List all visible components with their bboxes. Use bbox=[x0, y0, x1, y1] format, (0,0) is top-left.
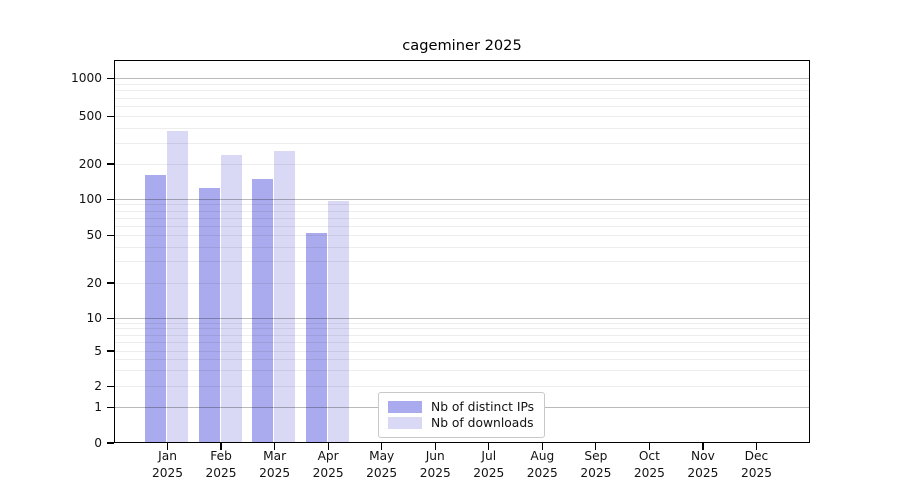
plot-area bbox=[114, 60, 810, 443]
bar-nb-of-distinct-ips-apr-2025 bbox=[305, 233, 327, 443]
y-tick-label-20: 20 bbox=[86, 275, 102, 290]
legend-label-distinct-ips: Nb of distinct IPs bbox=[431, 400, 535, 414]
gridline-3 bbox=[114, 370, 810, 372]
x-tick-mark-dec bbox=[755, 443, 758, 450]
gridline-8 bbox=[114, 328, 810, 330]
x-tick-mark-oct bbox=[648, 443, 651, 450]
bar-nb-of-distinct-ips-mar-2025 bbox=[252, 179, 274, 443]
y-tick-label-1: 1 bbox=[94, 400, 102, 415]
gridline-9 bbox=[114, 322, 810, 324]
y-tick-mark-1000 bbox=[107, 77, 114, 79]
y-tick-mark-0 bbox=[107, 442, 114, 444]
x-tick-label-dec-2025: Dec 2025 bbox=[740, 449, 772, 480]
gridline-800 bbox=[114, 90, 810, 92]
x-tick-label-mar-2025: Mar 2025 bbox=[259, 449, 291, 480]
gridline-20 bbox=[114, 282, 810, 284]
gridline-60 bbox=[114, 225, 810, 227]
y-tick-mark-2 bbox=[107, 385, 114, 388]
y-tick-mark-10 bbox=[107, 317, 114, 319]
y-tick-mark-500 bbox=[107, 116, 114, 118]
legend: Nb of distinct IPs Nb of downloads bbox=[378, 392, 545, 438]
gridline-5 bbox=[114, 350, 810, 352]
x-tick-mark-jun bbox=[434, 443, 436, 450]
gridline-900 bbox=[114, 83, 810, 85]
y-tick-label-50: 50 bbox=[86, 228, 102, 242]
gridline-7 bbox=[114, 334, 810, 336]
gridline-70 bbox=[114, 217, 810, 219]
bar-nb-of-distinct-ips-feb-2025 bbox=[198, 188, 220, 443]
gridline-90 bbox=[114, 204, 810, 206]
x-tick-label-may-2025: May 2025 bbox=[366, 449, 398, 480]
y-tick-label-1000: 1000 bbox=[70, 70, 102, 85]
y-tick-mark-20 bbox=[107, 282, 114, 284]
x-tick-mark-may bbox=[381, 443, 383, 450]
y-tick-label-500: 500 bbox=[78, 109, 102, 124]
x-tick-mark-jan bbox=[166, 443, 169, 450]
x-tick-label-feb-2025: Feb 2025 bbox=[205, 449, 237, 480]
legend-swatch-downloads-icon bbox=[388, 417, 422, 429]
x-tick-label-jun-2025: Jun 2025 bbox=[419, 449, 451, 480]
gridline-6 bbox=[114, 341, 810, 343]
legend-label-downloads: Nb of downloads bbox=[431, 416, 534, 430]
gridline-30 bbox=[114, 261, 810, 263]
y-tick-label-200: 200 bbox=[78, 156, 102, 171]
gridline-40 bbox=[114, 246, 810, 248]
y-tick-label-0: 0 bbox=[94, 435, 102, 450]
x-tick-label-sep-2025: Sep 2025 bbox=[580, 449, 612, 480]
y-tick-mark-200 bbox=[107, 163, 114, 165]
gridline-600 bbox=[114, 106, 810, 108]
x-tick-label-jan-2025: Jan 2025 bbox=[152, 449, 184, 480]
legend-row: Nb of downloads bbox=[388, 416, 534, 430]
gridline-4 bbox=[114, 359, 810, 361]
gridline-500 bbox=[114, 116, 810, 118]
bars-layer bbox=[114, 60, 810, 443]
gridline-50 bbox=[114, 235, 810, 236]
gridline-700 bbox=[114, 97, 810, 99]
x-tick-mark-aug bbox=[541, 443, 543, 450]
bar-nb-of-downloads-mar-2025 bbox=[274, 151, 296, 443]
legend-swatch-distinct-ips-icon bbox=[388, 401, 422, 413]
gridline-1000 bbox=[114, 77, 810, 80]
gridline-400 bbox=[114, 127, 810, 129]
gridline-100 bbox=[114, 199, 810, 201]
chart-title: cageminer 2025 bbox=[402, 37, 522, 54]
gridline-80 bbox=[114, 210, 810, 212]
bar-nb-of-downloads-feb-2025 bbox=[220, 154, 242, 443]
y-tick-label-100: 100 bbox=[78, 192, 102, 206]
gridline-2 bbox=[114, 386, 810, 387]
gridline-300 bbox=[114, 142, 810, 144]
x-tick-label-nov-2025: Nov 2025 bbox=[687, 449, 719, 480]
bar-nb-of-downloads-apr-2025 bbox=[327, 201, 349, 443]
x-tick-label-jul-2025: Jul 2025 bbox=[473, 449, 505, 480]
y-tick-label-10: 10 bbox=[86, 310, 102, 325]
x-tick-label-oct-2025: Oct 2025 bbox=[633, 449, 665, 480]
bar-nb-of-distinct-ips-jan-2025 bbox=[145, 175, 167, 443]
x-tick-mark-nov bbox=[702, 443, 704, 450]
y-tick-label-2: 2 bbox=[94, 379, 102, 393]
x-tick-label-aug-2025: Aug 2025 bbox=[526, 449, 558, 480]
legend-row: Nb of distinct IPs bbox=[388, 400, 534, 414]
y-tick-mark-5 bbox=[107, 350, 114, 352]
bar-nb-of-downloads-jan-2025 bbox=[167, 130, 189, 443]
y-tick-label-5: 5 bbox=[94, 343, 102, 358]
y-tick-mark-1 bbox=[107, 407, 114, 409]
gridline-10 bbox=[114, 317, 810, 320]
grid-layer bbox=[114, 60, 810, 443]
y-tick-mark-100 bbox=[107, 198, 114, 201]
x-tick-mark-jul bbox=[488, 443, 490, 450]
x-tick-mark-sep bbox=[595, 443, 597, 450]
x-tick-mark-feb bbox=[220, 443, 222, 450]
x-tick-label-apr-2025: Apr 2025 bbox=[312, 449, 344, 480]
x-tick-mark-mar bbox=[273, 443, 276, 450]
x-tick-mark-apr bbox=[327, 443, 329, 450]
y-tick-mark-50 bbox=[107, 234, 114, 237]
gridline-200 bbox=[114, 163, 810, 165]
